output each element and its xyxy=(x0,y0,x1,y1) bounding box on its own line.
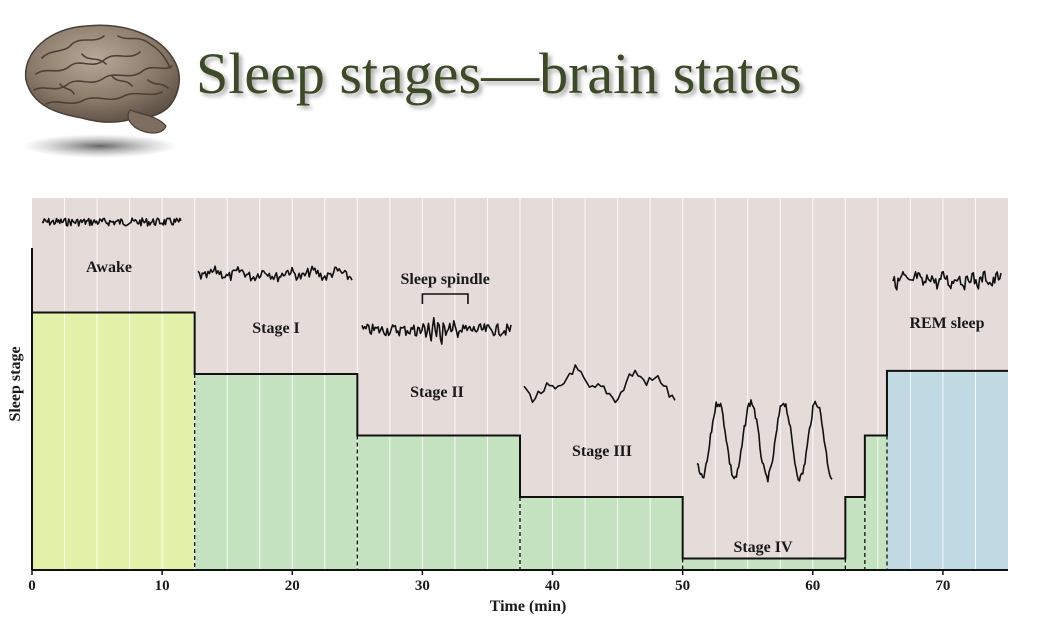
stage-fill-stage-iii xyxy=(520,497,683,570)
eeg-trace-awake xyxy=(41,217,182,227)
eeg-trace-stage-3 xyxy=(523,364,676,404)
stage-label-awake: Awake xyxy=(86,259,132,276)
stage-label-stage-iii: Stage III xyxy=(572,443,632,460)
stage-fill-transition-6 xyxy=(864,435,887,570)
stage-fill-stage-iv xyxy=(682,558,846,570)
tick-labels: 0 10 20 30 40 50 60 70 xyxy=(28,570,950,594)
stage-label-stage-i: Stage I xyxy=(252,320,300,337)
x-tick-label: 50 xyxy=(675,578,690,594)
stage-fill-rem-sleep xyxy=(886,370,1008,570)
brain-icon xyxy=(12,18,188,160)
stage-fill-stage-i xyxy=(194,374,358,570)
stage-fill-stage-ii xyxy=(357,435,520,570)
stage-label-stage-ii: Stage II xyxy=(410,384,464,401)
x-axis-label: Time (min) xyxy=(490,598,567,615)
x-tick-label: 30 xyxy=(415,578,430,594)
hypnogram-outline xyxy=(31,311,1008,570)
stage-label-rem-sleep: REM sleep xyxy=(909,315,984,332)
page-title: Sleep stages—brain states xyxy=(196,41,802,106)
eeg-trace-stage-1 xyxy=(197,265,353,283)
axes xyxy=(31,248,1008,571)
sleep-stage-chart: Sleep spindle Awake Stage I Stage II Stage … xyxy=(0,190,1044,617)
spindle-label: Sleep spindle xyxy=(400,271,489,288)
grid-lines xyxy=(64,198,976,570)
hypnogram-line xyxy=(31,311,1008,570)
x-tick-label: 20 xyxy=(285,578,300,594)
x-tick-label: 10 xyxy=(155,578,170,594)
stage-label-stage-iv: Stage IV xyxy=(733,539,793,556)
eeg-trace-stage-4 xyxy=(696,399,833,483)
x-tick-label: 40 xyxy=(545,578,560,594)
stage-fill-transition-5 xyxy=(845,497,865,570)
x-tick-label: 70 xyxy=(935,578,950,594)
stage-fills xyxy=(32,312,1008,570)
spindle-bracket: Sleep spindle xyxy=(400,271,490,304)
y-axis-label: Sleep stage xyxy=(7,346,24,421)
spindle-bracket-line xyxy=(421,293,469,304)
eeg-trace-stage-2 xyxy=(361,317,512,345)
eeg-trace-rem xyxy=(892,270,1002,291)
eeg-traces xyxy=(41,217,1002,483)
x-tick-label: 60 xyxy=(805,578,820,594)
stage-labels: Awake Stage I Stage II Stage III Stage IV REM… xyxy=(86,259,985,556)
x-tick-label: 0 xyxy=(28,578,36,594)
stage-fill-awake xyxy=(32,312,195,570)
